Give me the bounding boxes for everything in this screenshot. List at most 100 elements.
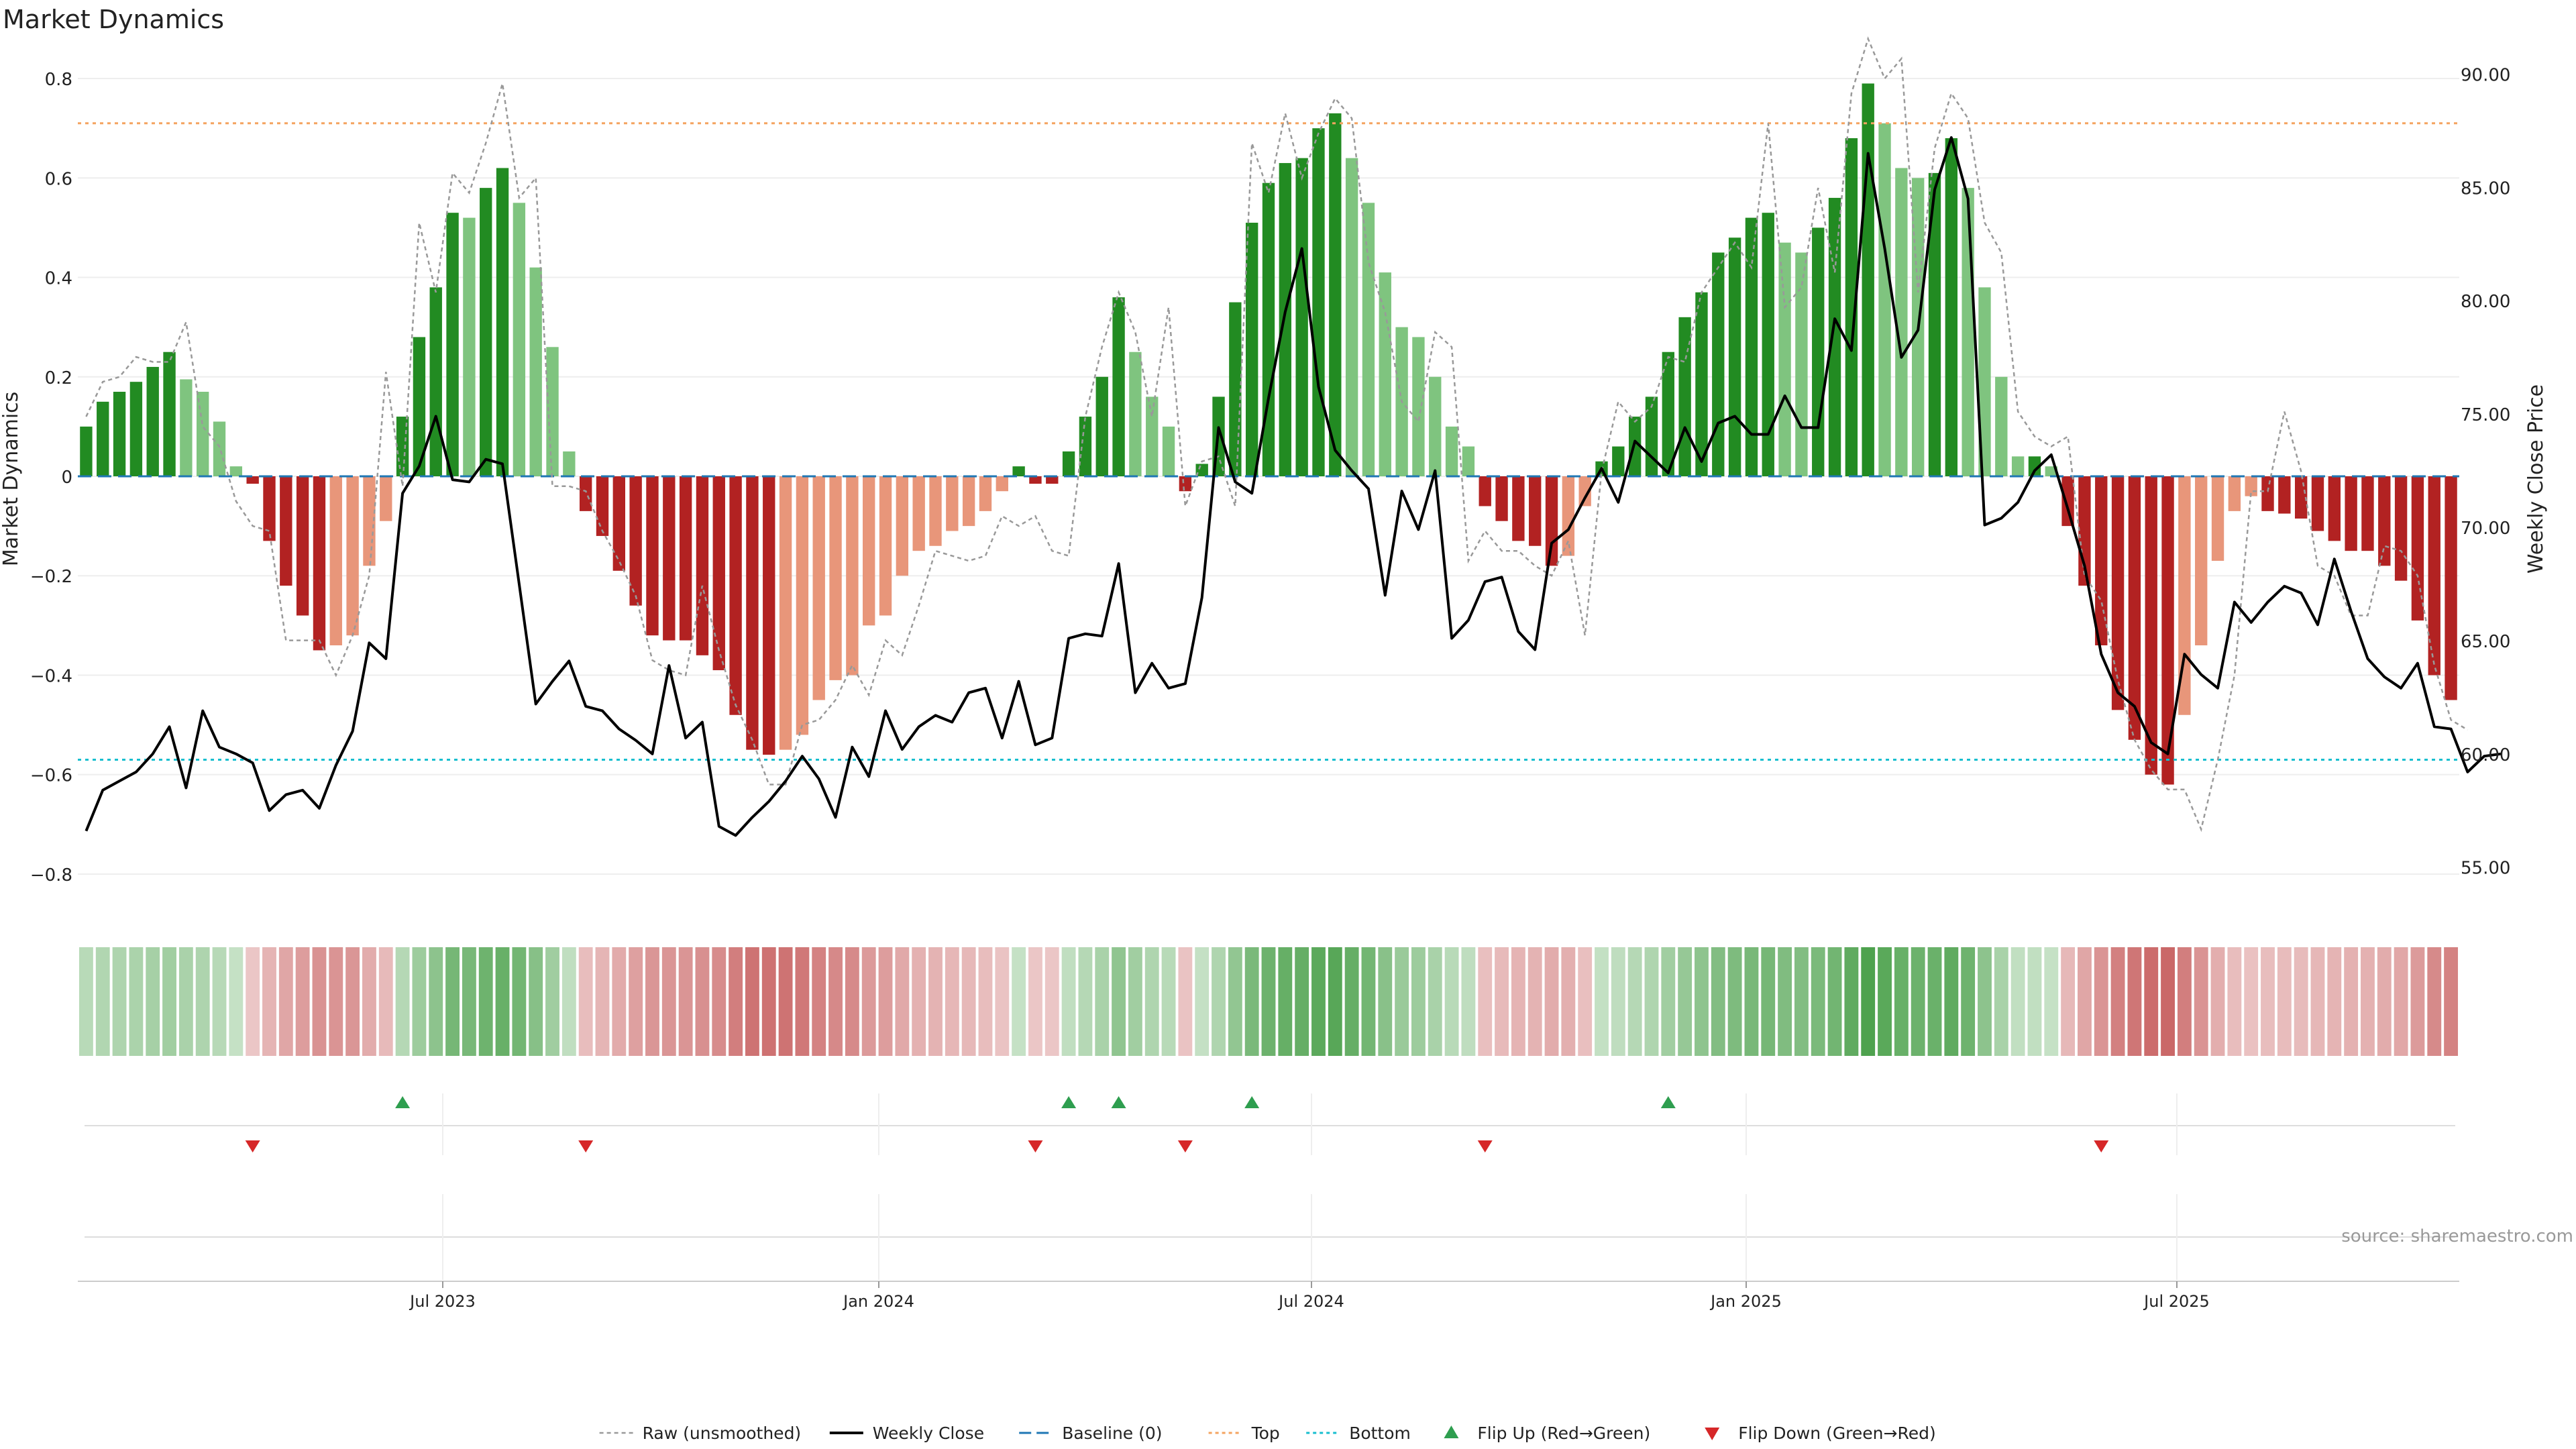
heat-cell <box>1527 947 1542 1056</box>
heat-cell <box>1944 947 1959 1056</box>
heat-cell <box>212 947 227 1056</box>
legend-swatch-flip-up <box>1444 1426 1459 1438</box>
heat-cell <box>312 947 327 1056</box>
md-bar <box>380 476 392 521</box>
md-bar <box>1179 476 1192 492</box>
md-bar <box>346 476 359 636</box>
md-bar <box>763 476 775 755</box>
legend-item: Flip Up (Red→Green) <box>1444 1424 1650 1443</box>
flip-down-marker <box>2094 1140 2109 1152</box>
heat-cell <box>1078 947 1093 1056</box>
md-bar <box>1012 466 1025 476</box>
md-bar <box>1878 123 1891 476</box>
legend-item: Flip Down (Green→Red) <box>1705 1424 1936 1443</box>
heat-cell <box>2094 947 2108 1056</box>
heat-cell <box>112 947 127 1056</box>
legend-item: Bottom <box>1306 1424 1411 1443</box>
md-bar <box>1512 476 1525 541</box>
md-bar <box>2261 476 2274 511</box>
md-bar <box>2145 476 2157 775</box>
heat-cell <box>1595 947 1609 1056</box>
source-label: source: sharemaestro.com <box>2341 1226 2573 1246</box>
heat-cell <box>78 947 93 1056</box>
flip-down-marker <box>578 1140 594 1152</box>
md-bar <box>546 347 559 476</box>
heat-cell <box>828 947 843 1056</box>
y2-tick-label: 80.00 <box>2461 292 2510 312</box>
md-bar <box>1312 128 1325 477</box>
legend-label: Weekly Close <box>873 1424 984 1443</box>
legend-item: Baseline (0) <box>1019 1424 1163 1443</box>
heat-cell <box>578 947 593 1056</box>
flip-up-marker <box>1660 1096 1676 1108</box>
md-bar <box>2394 476 2408 581</box>
md-bar <box>1845 138 1858 476</box>
md-bar <box>2211 476 2224 561</box>
md-bar <box>2011 456 2025 476</box>
heat-cell <box>2277 947 2292 1056</box>
heat-cell <box>1711 947 1725 1056</box>
x-tick-label: Jul 2024 <box>1277 1292 1344 1311</box>
md-bar <box>2128 476 2141 740</box>
md-bar <box>1462 446 1475 476</box>
md-bar <box>1329 113 1342 477</box>
heat-cell <box>2044 947 2059 1056</box>
heat-cell <box>1244 947 1259 1056</box>
md-bar <box>1245 223 1258 476</box>
md-bar <box>879 476 892 616</box>
x-tick-label: Jan 2024 <box>842 1292 914 1311</box>
heat-cell <box>1578 947 1593 1056</box>
md-bar <box>446 213 459 476</box>
heat-cell <box>2244 947 2259 1056</box>
md-bar <box>1062 451 1075 476</box>
y2-tick-label: 75.00 <box>2461 405 2510 425</box>
heat-cell <box>1428 947 1442 1056</box>
md-bar <box>729 476 742 715</box>
heat-cell <box>2177 947 2192 1056</box>
x-tick-label: Jul 2023 <box>409 1292 476 1311</box>
heat-cell <box>1328 947 1342 1056</box>
md-bar <box>2278 476 2291 514</box>
heat-cell <box>412 947 427 1056</box>
heat-cell <box>1311 947 1326 1056</box>
md-bar <box>513 203 526 476</box>
heat-cell <box>712 947 727 1056</box>
heat-cell <box>395 947 410 1056</box>
heat-cell <box>2227 947 2242 1056</box>
heat-cell <box>1378 947 1393 1056</box>
md-bar <box>829 476 842 680</box>
heat-cell <box>195 947 210 1056</box>
heat-cell <box>1044 947 1059 1056</box>
md-bar <box>1995 376 2008 476</box>
md-bar <box>2178 476 2191 715</box>
heat-cell <box>1911 947 1925 1056</box>
heat-cell <box>629 947 643 1056</box>
md-bar <box>80 426 93 476</box>
heat-cell <box>229 947 244 1056</box>
heat-cell <box>329 947 343 1056</box>
y-tick-label: −0.8 <box>30 865 72 885</box>
legend-label: Raw (unsmoothed) <box>643 1424 802 1443</box>
heat-cell <box>1611 947 1625 1056</box>
heat-cell <box>1278 947 1293 1056</box>
md-bar <box>163 352 176 476</box>
heat-cell <box>612 947 627 1056</box>
raw-line <box>85 36 2469 833</box>
md-bar <box>2445 476 2457 700</box>
md-bar <box>280 476 292 586</box>
y-tick-label: 0.8 <box>45 70 72 90</box>
heat-cell <box>812 947 826 1056</box>
md-bar <box>263 476 276 541</box>
heat-cell <box>1978 947 1992 1056</box>
md-bar <box>1545 476 1558 566</box>
heat-cell <box>1878 947 1892 1056</box>
md-bar <box>1195 464 1208 476</box>
md-bar <box>712 476 725 671</box>
md-bar <box>429 287 442 476</box>
heat-cell <box>95 947 110 1056</box>
md-bar <box>962 476 975 527</box>
legend-item: Top <box>1208 1424 1280 1443</box>
heat-cell <box>1961 947 1976 1056</box>
heat-cell <box>1794 947 1809 1056</box>
